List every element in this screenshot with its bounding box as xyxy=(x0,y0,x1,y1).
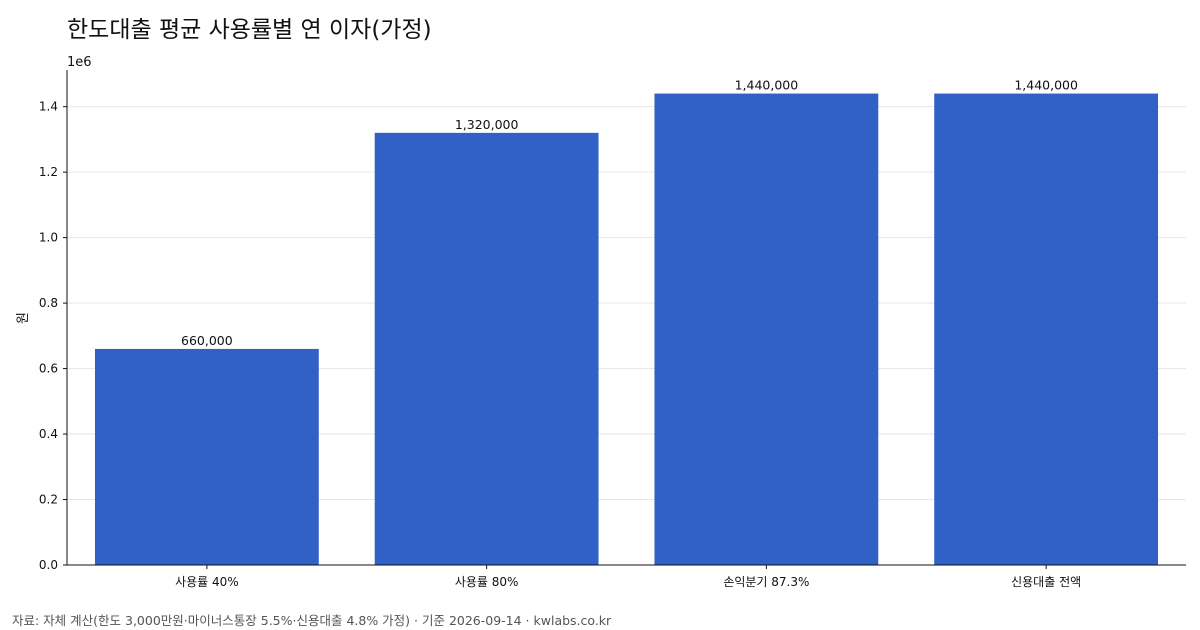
y-tick-label: 1.4 xyxy=(39,100,58,114)
y-tick-label: 1.0 xyxy=(39,231,58,245)
bar-value-label: 660,000 xyxy=(181,333,233,348)
y-tick-label: 1.2 xyxy=(39,165,58,179)
bars xyxy=(94,93,1159,566)
y-tick-label: 0.4 xyxy=(39,427,58,441)
source-footnote: 자료: 자체 계산(한도 3,000만원·마이너스통장 5.5%·신용대출 4.… xyxy=(12,613,612,628)
y-tick-label: 0.6 xyxy=(39,362,58,376)
labels: 0.0 0.2 0.4 0.6 0.8 1.0 1.2 1.4 660,000 사용률 40% 1,… xyxy=(39,78,1081,589)
bar xyxy=(654,93,879,566)
axes xyxy=(66,70,1186,566)
x-tick-label: 사용률 40% xyxy=(175,575,239,589)
bar xyxy=(934,93,1159,566)
bar xyxy=(374,132,599,565)
chart-title: 한도대출 평균 사용률별 연 이자(가정) xyxy=(67,17,432,43)
x-tick-label: 사용률 80% xyxy=(455,575,519,589)
bar-value-label: 1,440,000 xyxy=(735,78,799,93)
x-tick-label: 손익분기 87.3% xyxy=(723,575,809,589)
y-exponent-label: 1e6 xyxy=(67,55,92,70)
y-tick-label: 0.0 xyxy=(39,558,58,572)
x-tick-label: 신용대출 전액 xyxy=(1011,575,1081,589)
y-tick-label: 0.2 xyxy=(39,493,58,507)
y-tick-label: 0.8 xyxy=(39,296,58,310)
bar-value-label: 1,440,000 xyxy=(1014,78,1078,93)
bar xyxy=(94,348,319,565)
y-axis-label: 원 xyxy=(16,312,31,324)
bar-value-label: 1,320,000 xyxy=(455,117,519,132)
